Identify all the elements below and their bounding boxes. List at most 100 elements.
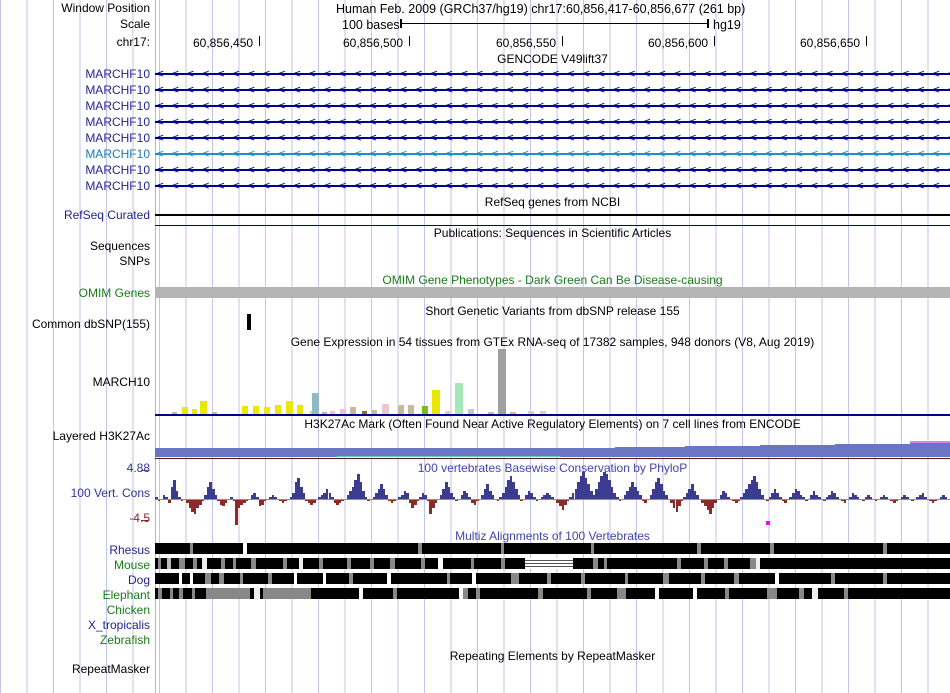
multiz-row-rhesus[interactable] (155, 543, 950, 554)
gtex-tissue-bar[interactable] (372, 410, 377, 414)
gtex-tissue-bar[interactable] (242, 406, 248, 414)
multiz-species-label-rhesus[interactable]: Rhesus (109, 543, 150, 557)
gtex-tissue-bar[interactable] (468, 409, 474, 414)
multiz-row-mouse[interactable] (155, 558, 950, 569)
multiz-species-label-elephant[interactable]: Elephant (102, 588, 150, 602)
gene-row-6[interactable]: <<<<<<<<<<<<<<<<<<<<<<<<<<<<<<<<<<<<<<<<… (155, 162, 950, 178)
gene-row-1[interactable]: <<<<<<<<<<<<<<<<<<<<<<<<<<<<<<<<<<<<<<<<… (155, 82, 950, 98)
gtex-tissue-bar[interactable] (253, 406, 259, 414)
multiz-species-label-mouse[interactable]: Mouse (113, 558, 150, 572)
gene-row-5[interactable]: <<<<<<<<<<<<<<<<<<<<<<<<<<<<<<<<<<<<<<<<… (155, 146, 950, 162)
gene-label-4[interactable]: MARCHF10 (85, 131, 150, 145)
gtex-tissue-bar[interactable] (340, 409, 346, 414)
gtex-tissue-bar[interactable] (488, 412, 494, 414)
publications-sequences-label[interactable]: Sequences (89, 239, 150, 253)
multiz-alignment-block (501, 558, 505, 569)
gtex-tissue-bar[interactable] (182, 407, 188, 414)
conservation-bar (789, 497, 793, 499)
gtex-tissue-bar[interactable] (275, 405, 281, 414)
gtex-tissue-bar[interactable] (192, 409, 197, 414)
gtex-tissue-bar[interactable] (362, 411, 367, 414)
h3k27ac-blue-segment[interactable] (260, 448, 337, 457)
gene-row-4[interactable]: <<<<<<<<<<<<<<<<<<<<<<<<<<<<<<<<<<<<<<<<… (155, 130, 950, 146)
gtex-tissue-bar[interactable] (432, 390, 440, 414)
gtex-track-title: Gene Expression in 54 tissues from GTEx … (290, 335, 815, 349)
gene-row-2[interactable]: <<<<<<<<<<<<<<<<<<<<<<<<<<<<<<<<<<<<<<<<… (155, 98, 950, 114)
h3k27ac-teal-segment[interactable] (485, 456, 560, 457)
gtex-tissue-bar[interactable] (498, 349, 506, 414)
conservation-max-value: 4.88 (126, 461, 150, 475)
gene-label-6[interactable]: MARCHF10 (85, 163, 150, 177)
conservation-label[interactable]: 100 Vert. Cons (70, 486, 150, 500)
gtex-tissue-bar[interactable] (286, 401, 293, 414)
h3k27ac-blue-segment[interactable] (760, 445, 835, 457)
gtex-tissue-bar[interactable] (510, 412, 516, 414)
gene-label-3[interactable]: MARCHF10 (85, 115, 150, 129)
h3k27ac-teal-segment[interactable] (337, 456, 410, 457)
gene-label-7[interactable]: MARCHF10 (85, 179, 150, 193)
gtex-tissue-bar[interactable] (382, 404, 389, 414)
multiz-alignment-block (438, 558, 443, 569)
gtex-tissue-bar[interactable] (455, 383, 463, 414)
publications-snps-label[interactable]: SNPs (119, 254, 150, 268)
gtex-tissue-bar[interactable] (528, 411, 534, 414)
gene-row-3[interactable]: <<<<<<<<<<<<<<<<<<<<<<<<<<<<<<<<<<<<<<<<… (155, 114, 950, 130)
multiz-alignment-block (704, 558, 708, 569)
conservation-bar (235, 499, 238, 525)
gene-label-5[interactable]: MARCHF10 (85, 147, 150, 161)
omim-gene-bar[interactable] (155, 287, 950, 298)
multiz-alignment-block (591, 543, 594, 554)
gene-label-0[interactable]: MARCHF10 (85, 67, 150, 81)
h3k27ac-blue-segment[interactable] (685, 446, 760, 457)
gene-row-7[interactable]: <<<<<<<<<<<<<<<<<<<<<<<<<<<<<<<<<<<<<<<<… (155, 178, 950, 194)
h3k27ac-blue-segment[interactable] (910, 443, 950, 457)
multiz-species-label-x_tropicalis[interactable]: X_tropicalis (87, 618, 150, 632)
gtex-tissue-bar[interactable] (398, 405, 404, 414)
gtex-tissue-bar[interactable] (264, 407, 270, 414)
conservation-bar (724, 493, 728, 499)
repeatmasker-label[interactable]: RepeatMasker (71, 662, 150, 676)
gtex-tissue-bar[interactable] (297, 405, 303, 414)
gtex-tissue-bar[interactable] (212, 412, 217, 414)
gtex-tissue-bar[interactable] (350, 407, 356, 414)
gene-row-0[interactable]: <<<<<<<<<<<<<<<<<<<<<<<<<<<<<<<<<<<<<<<<… (155, 66, 950, 82)
ruler-tick-label: 60,856,650 (800, 36, 861, 50)
conservation-bar (491, 495, 495, 499)
multiz-species-label-zebrafish[interactable]: Zebrafish (99, 633, 150, 647)
omim-genes-label[interactable]: OMIM Genes (78, 286, 150, 300)
refseq-gene-line[interactable] (155, 214, 950, 216)
gtex-tissue-bar[interactable] (408, 405, 414, 414)
gtex-expression-barchart[interactable] (155, 348, 950, 414)
gtex-gene-label[interactable]: MARCH10 (92, 375, 150, 389)
h3k27ac-blue-segment[interactable] (615, 447, 685, 457)
gtex-tissue-bar[interactable] (540, 411, 546, 414)
gtex-tissue-bar[interactable] (322, 412, 327, 414)
multiz-row-elephant[interactable] (155, 588, 950, 599)
h3k27ac-teal-segment[interactable] (410, 456, 485, 457)
h3k27ac-blue-segment[interactable] (177, 448, 260, 457)
gene-label-2[interactable]: MARCHF10 (85, 99, 150, 113)
gtex-tissue-bar[interactable] (330, 411, 335, 414)
multiz-row-dog[interactable] (155, 573, 950, 584)
gtex-tissue-bar[interactable] (422, 406, 428, 414)
h3k27ac-blue-segment[interactable] (155, 448, 177, 457)
gtex-tissue-bar[interactable] (200, 401, 207, 414)
gtex-tissue-bar[interactable] (172, 412, 177, 414)
multiz-gap-lines (525, 560, 573, 567)
conservation-bar (188, 499, 192, 508)
conservation-phylop-chart[interactable] (155, 470, 950, 525)
h3k27ac-blue-segment[interactable] (560, 448, 615, 457)
multiz-species-label-chicken[interactable]: Chicken (106, 603, 150, 617)
dbsnp-label[interactable]: Common dbSNP(155) (31, 317, 150, 331)
conservation-bar (569, 497, 572, 499)
h3k27ac-label[interactable]: Layered H3K27Ac (52, 429, 150, 443)
multiz-alignment-block (236, 558, 251, 569)
multiz-species-label-dog[interactable]: Dog (127, 573, 150, 587)
gtex-tissue-bar[interactable] (312, 393, 319, 414)
h3k27ac-layered-chart[interactable] (155, 430, 950, 457)
refseq-curated-label[interactable]: RefSeq Curated (63, 208, 150, 222)
gtex-tissue-bar[interactable] (445, 411, 450, 414)
gene-label-1[interactable]: MARCHF10 (85, 83, 150, 97)
h3k27ac-blue-segment[interactable] (835, 444, 910, 457)
dbsnp-variant-mark[interactable] (247, 314, 251, 330)
